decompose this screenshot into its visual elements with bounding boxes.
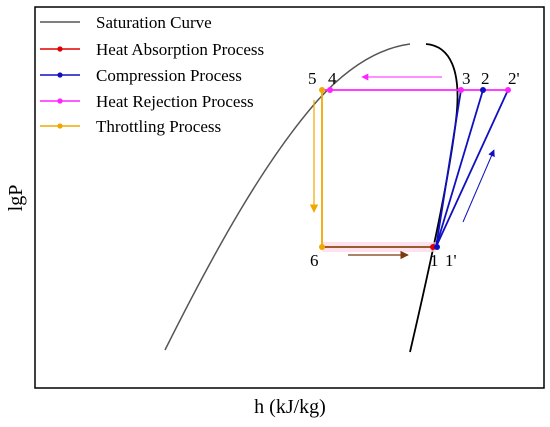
- legend-label-compression: Compression Process: [96, 66, 242, 85]
- compression-line-1-2: [435, 89, 484, 248]
- compression-line-1-2prime: [435, 89, 509, 248]
- label-point-1prime: 1': [445, 251, 457, 270]
- legend-item-heat-rejection: Heat Rejection Process: [40, 92, 254, 111]
- legend-item-heat-absorption: Heat Absorption Process: [40, 40, 264, 59]
- label-point-3: 3: [462, 69, 471, 88]
- label-point-5: 5: [308, 69, 317, 88]
- compression-line-1-3: [435, 89, 462, 248]
- label-point-4: 4: [328, 69, 337, 88]
- state-point-4: [327, 87, 333, 93]
- state-point-2: [480, 87, 486, 93]
- state-point-1prime: [434, 244, 440, 250]
- saturation-curve-liquid: [164, 43, 411, 351]
- state-point-5: [319, 87, 325, 93]
- legend-label-heat-rejection: Heat Rejection Process: [96, 92, 254, 111]
- legend-item-saturation: Saturation Curve: [40, 13, 212, 32]
- legend-item-throttling: Throttling Process: [40, 117, 221, 136]
- legend: Saturation Curve Heat Absorption Process…: [40, 13, 264, 136]
- label-point-2prime: 2': [508, 69, 520, 88]
- legend-label-heat-absorption: Heat Absorption Process: [96, 40, 264, 59]
- y-axis-label: lgP: [5, 185, 27, 212]
- plot-frame: [34, 6, 545, 389]
- label-point-2: 2: [481, 69, 490, 88]
- state-point-3: [458, 87, 464, 93]
- compression-arrow: [462, 149, 495, 223]
- label-point-1: 1: [430, 251, 439, 270]
- x-axis-label: h (kJ/kg): [254, 396, 326, 418]
- state-point-2prime: [505, 87, 511, 93]
- legend-item-compression: Compression Process: [40, 66, 242, 85]
- state-point-6: [319, 244, 325, 250]
- legend-label-saturation: Saturation Curve: [96, 13, 212, 32]
- label-point-6: 6: [310, 251, 319, 270]
- legend-label-throttling: Throttling Process: [96, 117, 221, 136]
